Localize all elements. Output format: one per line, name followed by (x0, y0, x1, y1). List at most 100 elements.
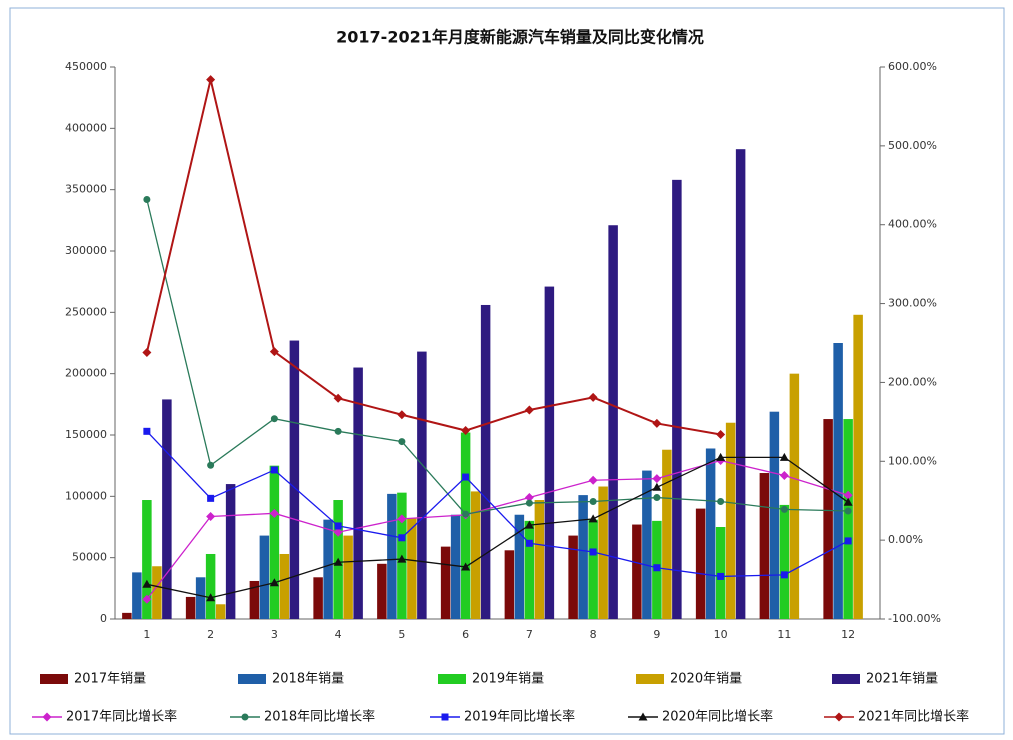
y2-tick-label: 100.00% (888, 454, 937, 467)
y-tick-label: 100000 (65, 489, 107, 502)
marker (588, 514, 598, 523)
bar (608, 225, 618, 620)
bar (185, 596, 196, 619)
marker (142, 347, 152, 357)
bar (504, 550, 515, 619)
marker (525, 539, 533, 547)
marker (397, 410, 407, 420)
bar (122, 612, 132, 619)
y-tick-label: 350000 (65, 183, 107, 196)
legend-label: 2019年同比增长率 (464, 709, 575, 725)
y-tick-label: 0 (100, 612, 107, 625)
x-tick-label: 8 (590, 628, 597, 641)
legend-swatch (636, 674, 664, 684)
bar (377, 563, 387, 619)
bar (417, 351, 427, 619)
bar (195, 577, 206, 619)
bar (578, 495, 588, 619)
marker (589, 548, 597, 556)
marker (397, 554, 407, 563)
x-tick-label: 1 (143, 628, 150, 641)
marker (333, 527, 343, 537)
marker (524, 520, 534, 529)
marker (652, 418, 662, 428)
bar (833, 343, 843, 619)
bar (323, 519, 333, 619)
bar (843, 419, 853, 619)
bar (789, 373, 800, 619)
marker (398, 534, 406, 542)
marker (461, 426, 471, 436)
marker (779, 470, 789, 480)
marker (524, 493, 534, 503)
bar (289, 340, 300, 619)
marker (206, 511, 216, 521)
marker (652, 482, 662, 491)
line (146, 199, 849, 515)
bar (440, 546, 451, 619)
line (146, 430, 849, 578)
bar (249, 580, 260, 619)
marker (462, 473, 470, 481)
bar (823, 419, 833, 619)
legend-marker (638, 712, 648, 721)
bar (769, 411, 780, 619)
x-tick-label: 3 (271, 628, 278, 641)
legend-label: 2021年同比增长率 (858, 709, 969, 725)
marker (779, 452, 789, 461)
y2-tick-label: -100.00% (888, 612, 941, 625)
bar (407, 518, 417, 619)
bar (695, 508, 706, 619)
y2-tick-label: 0.00% (888, 533, 923, 546)
x-tick-label: 2 (207, 628, 214, 641)
y2-tick-label: 600.00% (888, 60, 937, 73)
legend-marker (241, 713, 249, 721)
legend-label: 2017年销量 (74, 672, 146, 687)
bar (524, 520, 535, 619)
marker (844, 507, 852, 515)
bar (470, 491, 481, 619)
legend-marker (42, 712, 52, 722)
legend-label: 2020年同比增长率 (662, 709, 773, 725)
bar (343, 535, 353, 619)
bar (853, 314, 863, 619)
marker (780, 571, 788, 579)
marker (588, 475, 598, 485)
bar (725, 422, 736, 619)
marker (270, 466, 278, 474)
marker (270, 415, 278, 423)
y-tick-label: 400000 (65, 121, 107, 134)
x-tick-label: 5 (398, 628, 405, 641)
x-tick-label: 4 (335, 628, 342, 641)
bar (514, 514, 525, 619)
bar (460, 432, 471, 619)
bar (759, 473, 770, 619)
marker (334, 522, 342, 530)
legend-label: 2021年销量 (866, 672, 938, 687)
bar (225, 484, 236, 619)
bar (588, 519, 598, 619)
x-tick-label: 9 (653, 628, 660, 641)
y-tick-label: 200000 (65, 367, 107, 380)
marker (142, 594, 152, 604)
marker (653, 494, 661, 502)
legend-marker (441, 713, 449, 721)
x-tick-label: 12 (841, 628, 855, 641)
legend-label: 2019年销量 (472, 672, 544, 687)
x-tick-label: 10 (714, 628, 728, 641)
legend-swatch (238, 674, 266, 684)
bar (480, 304, 491, 619)
marker (206, 593, 216, 602)
bar (705, 448, 716, 619)
marker (269, 578, 279, 587)
bar (142, 500, 152, 619)
marker (780, 505, 788, 513)
bar (205, 553, 216, 619)
marker (142, 579, 152, 588)
y-tick-label: 250000 (65, 305, 107, 318)
bar (132, 572, 142, 619)
marker (269, 347, 279, 357)
line (145, 79, 721, 436)
marker (206, 75, 216, 85)
